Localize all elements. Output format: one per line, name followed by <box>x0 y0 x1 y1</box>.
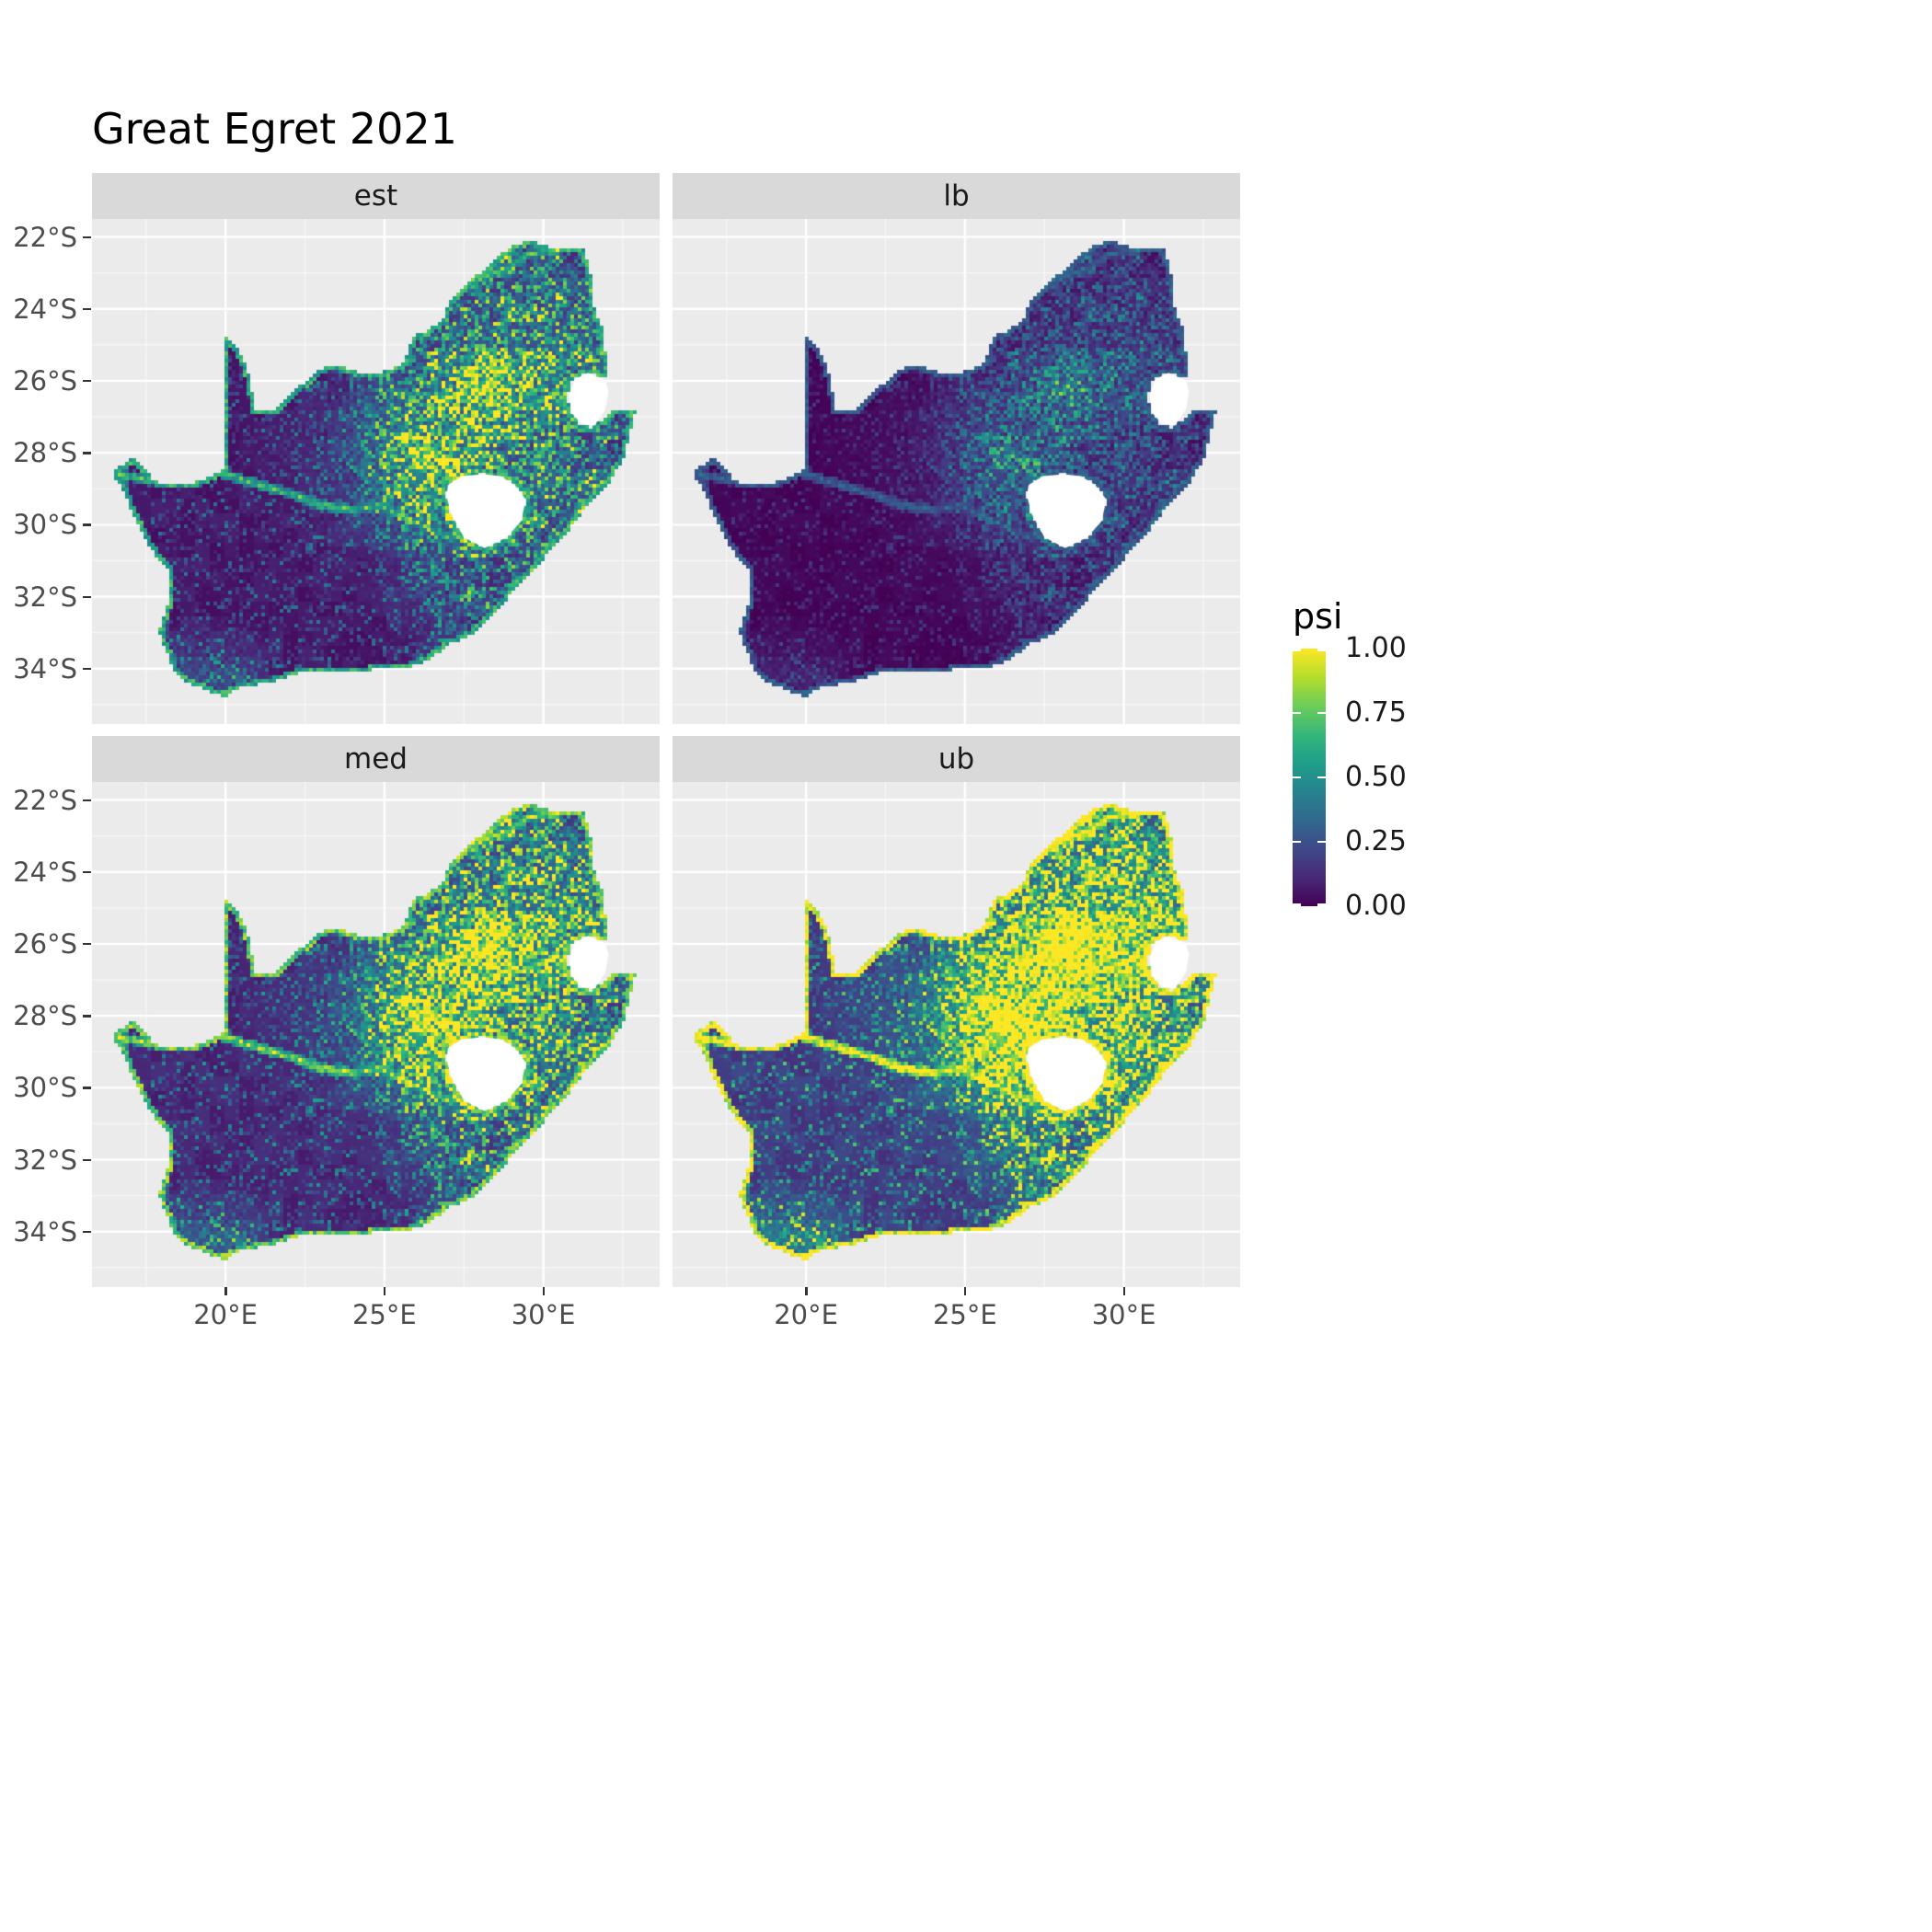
legend-tick-label: 0.25 <box>1345 825 1407 857</box>
y-axis-tick-mark <box>83 452 91 454</box>
map-panel-lb <box>673 219 1240 724</box>
legend-tick-mark-right <box>1317 903 1326 906</box>
y-axis-tick-mark <box>83 1158 91 1162</box>
legend-tick-label: 0.75 <box>1345 696 1407 729</box>
y-axis-tick-mark <box>83 523 91 526</box>
legend-tick-mark-left <box>1293 711 1301 715</box>
legend-tick-mark-left <box>1293 903 1301 906</box>
legend: psi 1.00 0.75 0.50 0.25 0.00 <box>1288 596 1527 983</box>
y-axis-tick-mark <box>83 1087 91 1089</box>
x-axis-tick-mark <box>383 1287 386 1295</box>
facet-strip-est: est <box>92 173 660 219</box>
y-axis-tick-mark <box>83 1015 91 1018</box>
plot-title: Great Egret 2021 <box>92 104 457 154</box>
facet-strip-med: med <box>92 736 660 782</box>
y-axis-tick-label: 24°S <box>13 856 77 888</box>
legend-tick-label: 0.50 <box>1345 761 1407 793</box>
x-axis-tick-label: 25°E <box>932 1299 997 1330</box>
x-axis-tick-mark <box>542 1287 546 1295</box>
x-axis-tick-mark <box>1122 1287 1126 1295</box>
y-axis-tick-label: 24°S <box>13 293 77 325</box>
legend-tick-label: 1.00 <box>1345 632 1407 664</box>
legend-tick-mark-left <box>1293 840 1301 844</box>
facet-strip-label-est: est <box>353 179 398 213</box>
facet-strip-ub: ub <box>673 736 1240 782</box>
facet-med: med <box>92 736 660 1287</box>
legend-tick-label: 0.00 <box>1345 890 1407 922</box>
x-axis-tick-mark <box>224 1287 227 1295</box>
legend-title: psi <box>1293 596 1343 637</box>
y-axis-tick-label: 22°S <box>13 784 77 816</box>
x-axis-tick-label: 20°E <box>774 1299 838 1330</box>
x-axis-tick-mark <box>805 1287 808 1295</box>
x-axis-tick-label: 20°E <box>193 1299 258 1330</box>
y-axis-tick-label: 32°S <box>13 1144 77 1176</box>
y-axis-tick-mark <box>83 799 91 802</box>
facet-strip-label-med: med <box>344 742 408 776</box>
legend-tick-mark-left <box>1293 776 1301 779</box>
legend-tick-mark-right <box>1317 711 1326 715</box>
y-axis-tick-mark <box>83 595 91 599</box>
facet-est: est <box>92 173 660 724</box>
y-axis-tick-label: 34°S <box>13 1215 77 1248</box>
y-axis-tick-label: 22°S <box>13 221 77 253</box>
x-axis-tick-label: 25°E <box>351 1299 417 1330</box>
facet-ub: ub <box>673 736 1240 1287</box>
facet-strip-label-ub: ub <box>937 742 975 776</box>
y-axis-tick-mark <box>83 307 91 311</box>
y-axis-tick-label: 30°S <box>13 1072 77 1104</box>
legend-tick-mark-right <box>1317 840 1326 844</box>
y-axis-tick-label: 26°S <box>13 927 77 960</box>
y-axis-tick-label: 28°S <box>13 437 77 469</box>
map-panel-est <box>92 219 660 724</box>
y-axis-tick-mark <box>83 667 91 671</box>
facet-strip-label-lb: lb <box>943 179 970 213</box>
y-axis-tick-mark <box>83 236 91 239</box>
y-axis-tick-label: 30°S <box>13 509 77 541</box>
y-axis-tick-mark <box>83 379 91 383</box>
y-axis-tick-label: 34°S <box>13 652 77 684</box>
y-axis-tick-label: 26°S <box>13 364 77 397</box>
map-panel-ub <box>673 782 1240 1287</box>
legend-tick-mark-right <box>1317 776 1326 779</box>
y-axis-tick-mark <box>83 870 91 874</box>
map-panel-med <box>92 782 660 1287</box>
x-axis-tick-label: 30°E <box>1091 1299 1156 1330</box>
facet-strip-lb: lb <box>673 173 1240 219</box>
y-axis-tick-mark <box>83 1230 91 1234</box>
y-axis-tick-mark <box>83 942 91 946</box>
y-axis-tick-label: 32°S <box>13 581 77 613</box>
y-axis-tick-label: 28°S <box>13 1000 77 1032</box>
x-axis-tick-mark <box>963 1287 967 1295</box>
legend-tick-mark-right <box>1317 649 1326 651</box>
facet-lb: lb <box>673 173 1240 724</box>
x-axis-tick-label: 30°E <box>511 1299 576 1330</box>
legend-tick-mark-left <box>1293 649 1301 651</box>
